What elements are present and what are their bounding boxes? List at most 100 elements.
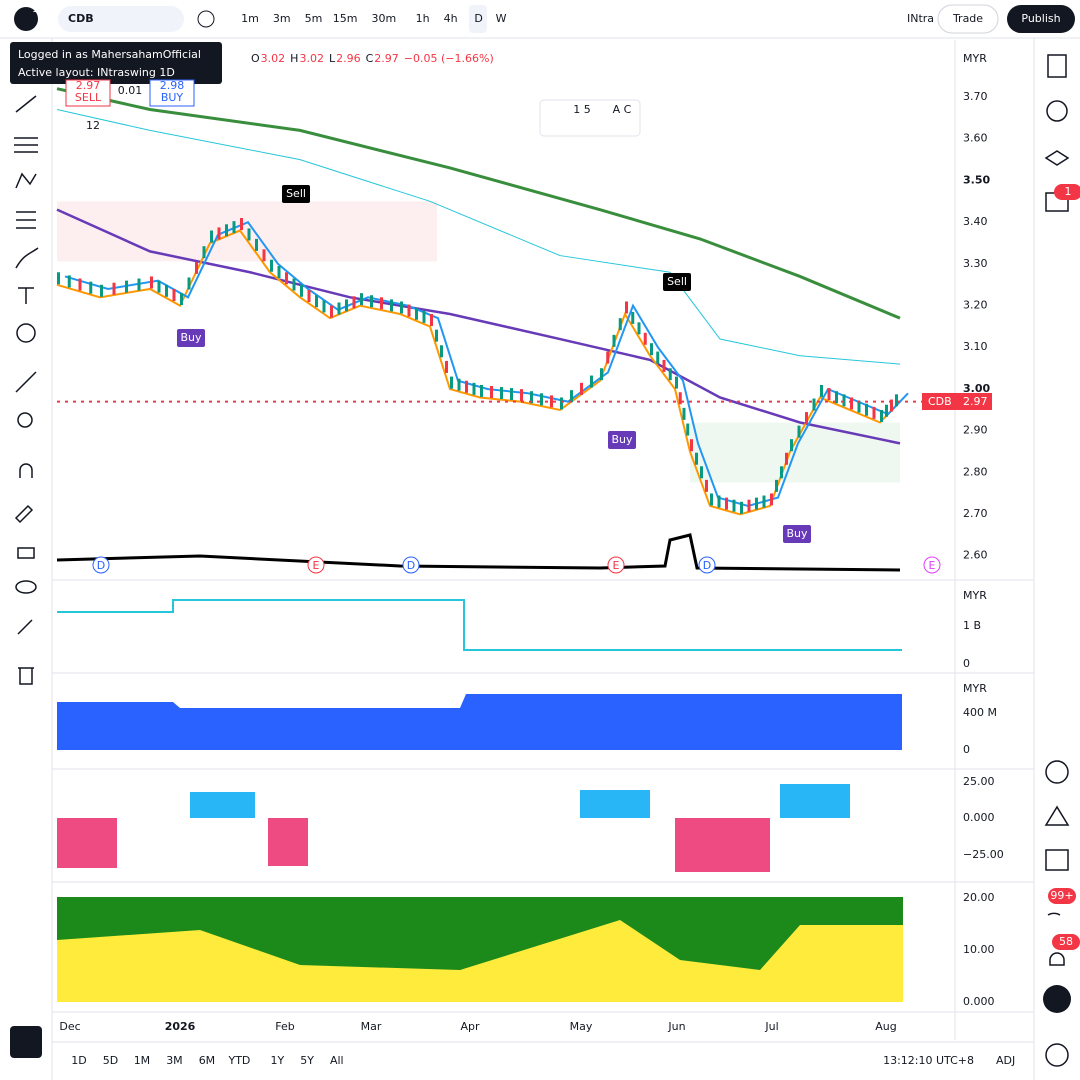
candle — [530, 391, 533, 404]
candle — [850, 397, 853, 410]
pattern-toolbar — [539, 99, 641, 137]
drawing-tools[interactable] — [14, 95, 39, 1047]
candle — [150, 276, 153, 289]
pattern-tool[interactable]: A C — [613, 103, 632, 116]
badge-label: 58 — [1059, 935, 1073, 948]
candle — [560, 397, 563, 410]
candle — [210, 230, 213, 243]
publish-button[interactable] — [1007, 5, 1075, 33]
interval[interactable]: 1m — [241, 12, 259, 25]
buy-price: 2.98 — [160, 79, 185, 92]
range-button[interactable]: 1M — [134, 1054, 151, 1067]
event-label: E — [613, 559, 620, 572]
osc-neg — [57, 818, 117, 868]
pattern-tool[interactable]: 1 5 — [573, 103, 591, 116]
osc-neg — [268, 818, 308, 866]
candle — [668, 368, 672, 381]
candle — [570, 390, 573, 403]
interval[interactable]: 4h — [444, 12, 458, 25]
osc-pos — [190, 792, 255, 818]
time-label: Mar — [361, 1020, 382, 1033]
candle — [370, 295, 373, 308]
candle — [580, 382, 583, 395]
range-button[interactable]: All — [330, 1054, 344, 1067]
publish[interactable]: Publish — [1021, 12, 1060, 25]
pane-label: 1 B — [963, 619, 981, 632]
interval[interactable]: 15m — [333, 12, 358, 25]
candle — [625, 301, 628, 314]
osc-pos — [780, 784, 850, 818]
candle — [100, 284, 103, 297]
ohlc-value: 3.02 — [261, 52, 286, 65]
notification-badge: 11 — [32, 2, 46, 15]
trade-button[interactable] — [937, 4, 999, 34]
pane-label: 0.000 — [963, 995, 995, 1008]
badge-label: 1 — [1065, 185, 1072, 198]
range-button[interactable]: YTD — [227, 1054, 250, 1067]
event-marker — [92, 556, 110, 574]
ohlc-value: 2.97 — [374, 52, 399, 65]
candle — [895, 394, 898, 407]
candle — [390, 299, 393, 312]
sell-box[interactable] — [65, 79, 111, 107]
candle — [195, 261, 198, 274]
range-button[interactable]: 1D — [71, 1054, 86, 1067]
candle — [857, 400, 861, 413]
interval[interactable]: 5m — [305, 12, 323, 25]
badge-label: 99+ — [1050, 889, 1073, 902]
candle — [827, 388, 831, 401]
interval[interactable]: W — [496, 12, 507, 25]
candle — [835, 391, 838, 404]
interval[interactable]: 3m — [273, 12, 291, 25]
interval[interactable]: 1h — [416, 12, 430, 25]
candle — [686, 423, 690, 436]
candle — [695, 452, 698, 465]
tag-price: 2.97 — [963, 395, 988, 408]
candle — [380, 297, 383, 310]
layout-name: INtra — [907, 12, 934, 25]
trade[interactable]: Trade — [952, 12, 983, 25]
spread: 0.01 — [118, 84, 143, 97]
price-label: 2.60 — [963, 549, 988, 562]
pane-label: 400 M — [963, 706, 997, 719]
range-button[interactable]: 3M — [166, 1054, 183, 1067]
pane-label: 0.000 — [963, 811, 995, 824]
pane-label: 0 — [963, 743, 970, 756]
add-symbol[interactable] — [197, 10, 215, 28]
range-button[interactable]: 6M — [199, 1054, 216, 1067]
sidebar-icons[interactable] — [1044, 54, 1070, 1067]
range-button[interactable]: 1Y — [271, 1054, 285, 1067]
candle — [637, 322, 641, 335]
range-button[interactable]: 5Y — [300, 1054, 314, 1067]
signal-box — [663, 273, 691, 291]
buy-box[interactable] — [149, 79, 195, 107]
pane-label: 25.00 — [963, 775, 995, 788]
candle — [240, 218, 243, 231]
time-label: 2026 — [165, 1020, 196, 1033]
pane-area — [57, 694, 902, 750]
avatar[interactable] — [14, 7, 38, 31]
interval[interactable]: 30m — [372, 12, 397, 25]
candle — [510, 388, 513, 401]
candle — [217, 227, 221, 240]
tooltip — [10, 42, 222, 84]
sell-label: SELL — [75, 91, 102, 104]
adjust[interactable]: ADJ — [996, 1054, 1015, 1067]
symbol-search[interactable] — [58, 6, 184, 32]
price-label: 3.40 — [963, 215, 988, 228]
interval-active — [469, 5, 487, 33]
candle — [780, 466, 783, 479]
favorites-button[interactable] — [10, 1026, 42, 1058]
interval[interactable]: D — [474, 12, 482, 25]
range-button[interactable]: 5D — [103, 1054, 118, 1067]
candle — [337, 302, 341, 315]
ema-blue — [64, 220, 909, 507]
time-label: Jun — [667, 1020, 685, 1033]
currency: MYR — [963, 52, 987, 65]
candle — [125, 280, 128, 293]
event-label: E — [929, 559, 936, 572]
pane-line — [57, 599, 902, 651]
apps-button[interactable] — [1043, 985, 1071, 1013]
tag-symbol: CDB — [928, 395, 952, 408]
pane-currency: MYR — [963, 682, 987, 695]
